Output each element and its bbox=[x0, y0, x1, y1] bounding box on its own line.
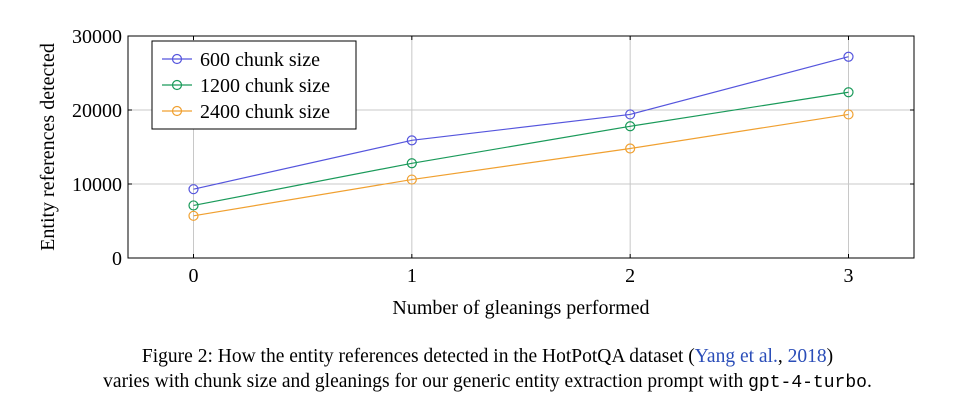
data-point-marker bbox=[406, 158, 417, 169]
series-3 bbox=[188, 109, 854, 221]
figure-caption: Figure 2: How the entity references dete… bbox=[0, 344, 975, 396]
legend-item: 1200 chunk size bbox=[162, 75, 330, 97]
series-lines bbox=[188, 51, 854, 221]
caption-line-1: Figure 2: How the entity references dete… bbox=[0, 344, 975, 369]
legend-marker bbox=[171, 105, 183, 117]
legend-item: 2400 chunk size bbox=[162, 101, 330, 123]
caption-line-2: varies with chunk size and gleanings for… bbox=[0, 369, 975, 396]
series-line bbox=[193, 91, 849, 207]
y-axis-label: Entity references detected bbox=[37, 43, 59, 251]
legend-label: 600 chunk size bbox=[200, 49, 320, 71]
data-point-marker bbox=[625, 121, 636, 132]
caption-period: . bbox=[866, 371, 872, 392]
legend-marker bbox=[171, 53, 183, 65]
legend: 600 chunk size 1200 chunk size 2400 chunk … bbox=[151, 40, 357, 130]
x-tick-label: 1 bbox=[407, 265, 417, 287]
data-point-marker bbox=[406, 135, 417, 146]
caption-model-name: gpt-4-turbo bbox=[748, 373, 867, 393]
series-2 bbox=[188, 87, 854, 211]
y-tick-label: 10000 bbox=[72, 174, 122, 196]
series-line bbox=[193, 56, 849, 190]
caption-text-2: varies with chunk size and gleanings for… bbox=[103, 371, 749, 392]
x-tick-label: 0 bbox=[189, 265, 199, 287]
data-point-marker bbox=[843, 51, 854, 62]
caption-text-1: Figure 2: How the entity references dete… bbox=[141, 346, 695, 367]
x-axis-label: Number of gleanings performed bbox=[392, 297, 649, 319]
axis-ticks: 0 1 2 3 0 10000 20000 30000 bbox=[72, 26, 914, 287]
data-point-marker bbox=[625, 143, 636, 154]
citation-link-year[interactable]: 2018 bbox=[787, 346, 827, 367]
data-point-marker bbox=[625, 109, 636, 120]
x-tick-label: 2 bbox=[625, 265, 635, 287]
x-tick-label: 3 bbox=[844, 265, 854, 287]
data-point-marker bbox=[843, 87, 854, 98]
citation-link-authors[interactable]: Yang et al. bbox=[694, 346, 778, 367]
caption-separator: , bbox=[777, 346, 788, 367]
y-tick-label: 0 bbox=[112, 248, 122, 270]
legend-label: 2400 chunk size bbox=[200, 101, 330, 123]
data-point-marker bbox=[188, 210, 199, 221]
y-tick-label: 20000 bbox=[72, 100, 122, 122]
line-chart: 0 1 2 3 0 10000 20000 30000 Number of gleanings… bbox=[37, 26, 915, 319]
series-1 bbox=[188, 51, 854, 195]
data-point-marker bbox=[406, 174, 417, 185]
data-point-marker bbox=[843, 109, 854, 120]
series-line bbox=[193, 113, 849, 217]
y-tick-label: 30000 bbox=[72, 26, 122, 48]
legend-marker bbox=[171, 79, 183, 91]
data-point-marker bbox=[188, 184, 199, 195]
data-point-marker bbox=[188, 200, 199, 211]
plot-area-frame bbox=[127, 35, 915, 259]
legend-item: 600 chunk size bbox=[162, 49, 320, 71]
caption-close-paren: ) bbox=[826, 346, 834, 367]
legend-label: 1200 chunk size bbox=[200, 75, 330, 97]
